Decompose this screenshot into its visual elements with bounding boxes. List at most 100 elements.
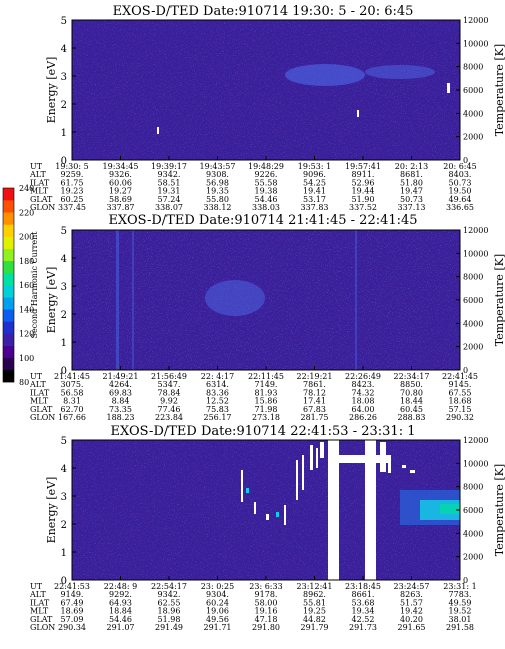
ephemeris-value: 53.68 — [352, 598, 375, 607]
temperature-tick-label: 8000 — [463, 273, 483, 282]
colorbar-tick-label: 100 — [19, 354, 34, 363]
energy-tick-label: 2 — [61, 520, 67, 531]
ephemeris-value: 337.52 — [349, 203, 377, 212]
ephemeris-value: 51.90 — [352, 195, 375, 204]
ephemeris-value: 67.55 — [449, 388, 472, 397]
ephemeris-row-label: GLON — [30, 413, 55, 422]
energy-tick-label: 2 — [61, 310, 67, 321]
ephemeris-value: 167.66 — [58, 413, 86, 422]
colorbar-tick-label: 220 — [19, 208, 34, 217]
ephemeris-row-label: ILAT — [30, 598, 50, 607]
temperature-tick-label: 12000 — [463, 16, 488, 25]
temperature-tick-label: 10000 — [463, 39, 488, 48]
colorbar-tick-label: 140 — [19, 305, 34, 314]
ephemeris-row-label: ALT — [29, 380, 46, 389]
ephemeris-row-label: GLAT — [30, 195, 53, 204]
ephemeris-value: 57.15 — [449, 405, 472, 414]
temperature-axis-label: Temperature [K] — [493, 254, 505, 346]
ephemeris-value: 9145. — [449, 380, 472, 389]
ephemeris-value: 291.79 — [301, 623, 329, 632]
spectrogram-panel: EXOS-D/TED Date:910714 22:41:53 - 23:31:… — [29, 424, 505, 632]
ephemeris-value: 77.46 — [158, 405, 181, 414]
ephemeris-value: 291.71 — [204, 623, 232, 632]
ephemeris-value: 291.65 — [398, 623, 426, 632]
ephemeris-value: 51.57 — [400, 598, 423, 607]
ephemeris-value: 83.36 — [206, 388, 229, 397]
ephemeris-value: 61.75 — [61, 178, 84, 187]
temperature-tick-label: 4000 — [463, 529, 483, 538]
ephemeris-row-label: MLT — [30, 397, 49, 406]
ephemeris-value: 38.01 — [449, 615, 472, 624]
ephemeris-row-label: ILAT — [30, 178, 50, 187]
ephemeris-value: 19:39:17 — [151, 162, 187, 171]
time-ticks — [71, 366, 461, 370]
colorbar-swatch — [3, 357, 14, 371]
ephemeris-value: 20: 6:45 — [443, 162, 476, 171]
colorbar-swatch — [3, 248, 14, 262]
temperature-tick-label: 2000 — [463, 553, 483, 562]
energy-tick-label: 5 — [61, 436, 67, 447]
energy-ticks: 0 1 2 3 4 5 — [61, 436, 76, 587]
spectrogram-speckle — [72, 230, 460, 370]
temperature-tick-label: 10000 — [463, 249, 488, 258]
ephemeris-value: 22:41:53 — [54, 582, 90, 591]
ephemeris-value: 8850. — [400, 380, 423, 389]
ephemeris-value: 9178. — [255, 590, 278, 599]
ephemeris-value: 338.07 — [155, 203, 183, 212]
energy-ticks: 0 1 2 3 4 5 — [61, 226, 76, 377]
panel-title: EXOS-D/TED Date:910714 19:30: 5 - 20: 6:… — [113, 4, 414, 19]
ephemeris-row-label: MLT — [30, 607, 49, 616]
temperature-tick-label: 8000 — [463, 63, 483, 72]
temperature-axis-label: Temperature [K] — [493, 44, 505, 136]
ephemeris-value: 8423. — [352, 380, 375, 389]
energy-tick-label: 5 — [61, 226, 67, 237]
colorbar-swatch — [3, 285, 14, 298]
colorbar-swatch — [3, 309, 14, 322]
colorbar-swatch — [3, 200, 14, 213]
data-gap-band — [328, 455, 388, 463]
ephemeris-value: 19:30: 5 — [55, 162, 88, 171]
ephemeris-value: 19.47 — [400, 187, 423, 196]
ephemeris-value: 47.18 — [255, 615, 278, 624]
ephemeris-value: 22:26:49 — [345, 372, 381, 381]
ephemeris-value: 19:34:45 — [103, 162, 139, 171]
ephemeris-value: 70.80 — [400, 388, 423, 397]
ephemeris-value: 290.34 — [58, 623, 86, 632]
ephemeris-value: 64.00 — [352, 405, 375, 414]
ephemeris-value: 7149. — [255, 380, 278, 389]
ephemeris-value: 188.23 — [107, 413, 135, 422]
colorbar-ticks: 80 100 120 140 160 180 200 220 240 — [19, 184, 34, 387]
energy-axis-label: Energy [eV] — [45, 57, 58, 124]
ephemeris-value: 44.82 — [303, 615, 326, 624]
ephemeris-value: 19:43:57 — [200, 162, 236, 171]
colorbar-tick-label: 240 — [19, 184, 34, 193]
ephemeris-value: 22:41:45 — [442, 372, 478, 381]
ephemeris-value: 8.84 — [112, 397, 130, 406]
ephemeris-value: 60.06 — [109, 178, 132, 187]
temperature-ticks: 0 2000 4000 6000 8000 10000 12000 — [456, 436, 488, 585]
ephemeris-value: 55.81 — [303, 598, 326, 607]
ephemeris-value: 291.49 — [155, 623, 183, 632]
ephemeris-row-label: ILAT — [30, 388, 50, 397]
ephemeris-value: 288.83 — [398, 413, 426, 422]
ephemeris-value: 17.41 — [303, 397, 326, 406]
ephemeris-value: 49.64 — [449, 195, 472, 204]
colorbar-swatch — [3, 333, 14, 346]
ephemeris-value: 8911. — [352, 170, 375, 179]
ephemeris-value: 9292. — [109, 590, 132, 599]
ephemeris-value: 73.35 — [109, 405, 132, 414]
ephemeris-value: 74.32 — [352, 388, 375, 397]
ephemeris-value: 62.55 — [158, 598, 181, 607]
energy-tick-label: 1 — [61, 128, 67, 139]
colorbar-swatch — [3, 188, 14, 201]
ephemeris-value: 18.84 — [109, 607, 132, 616]
ephemeris-value: 18.69 — [61, 607, 84, 616]
ephemeris-value: 19:53: 1 — [298, 162, 331, 171]
vertical-streak — [355, 230, 357, 370]
ephemeris-value: 67.49 — [61, 598, 84, 607]
ephemeris-row-label: ALT — [29, 590, 46, 599]
ephemeris-value: 286.26 — [349, 413, 377, 422]
temperature-tick-label: 2000 — [463, 343, 483, 352]
ephemeris-value: 19.41 — [303, 187, 326, 196]
